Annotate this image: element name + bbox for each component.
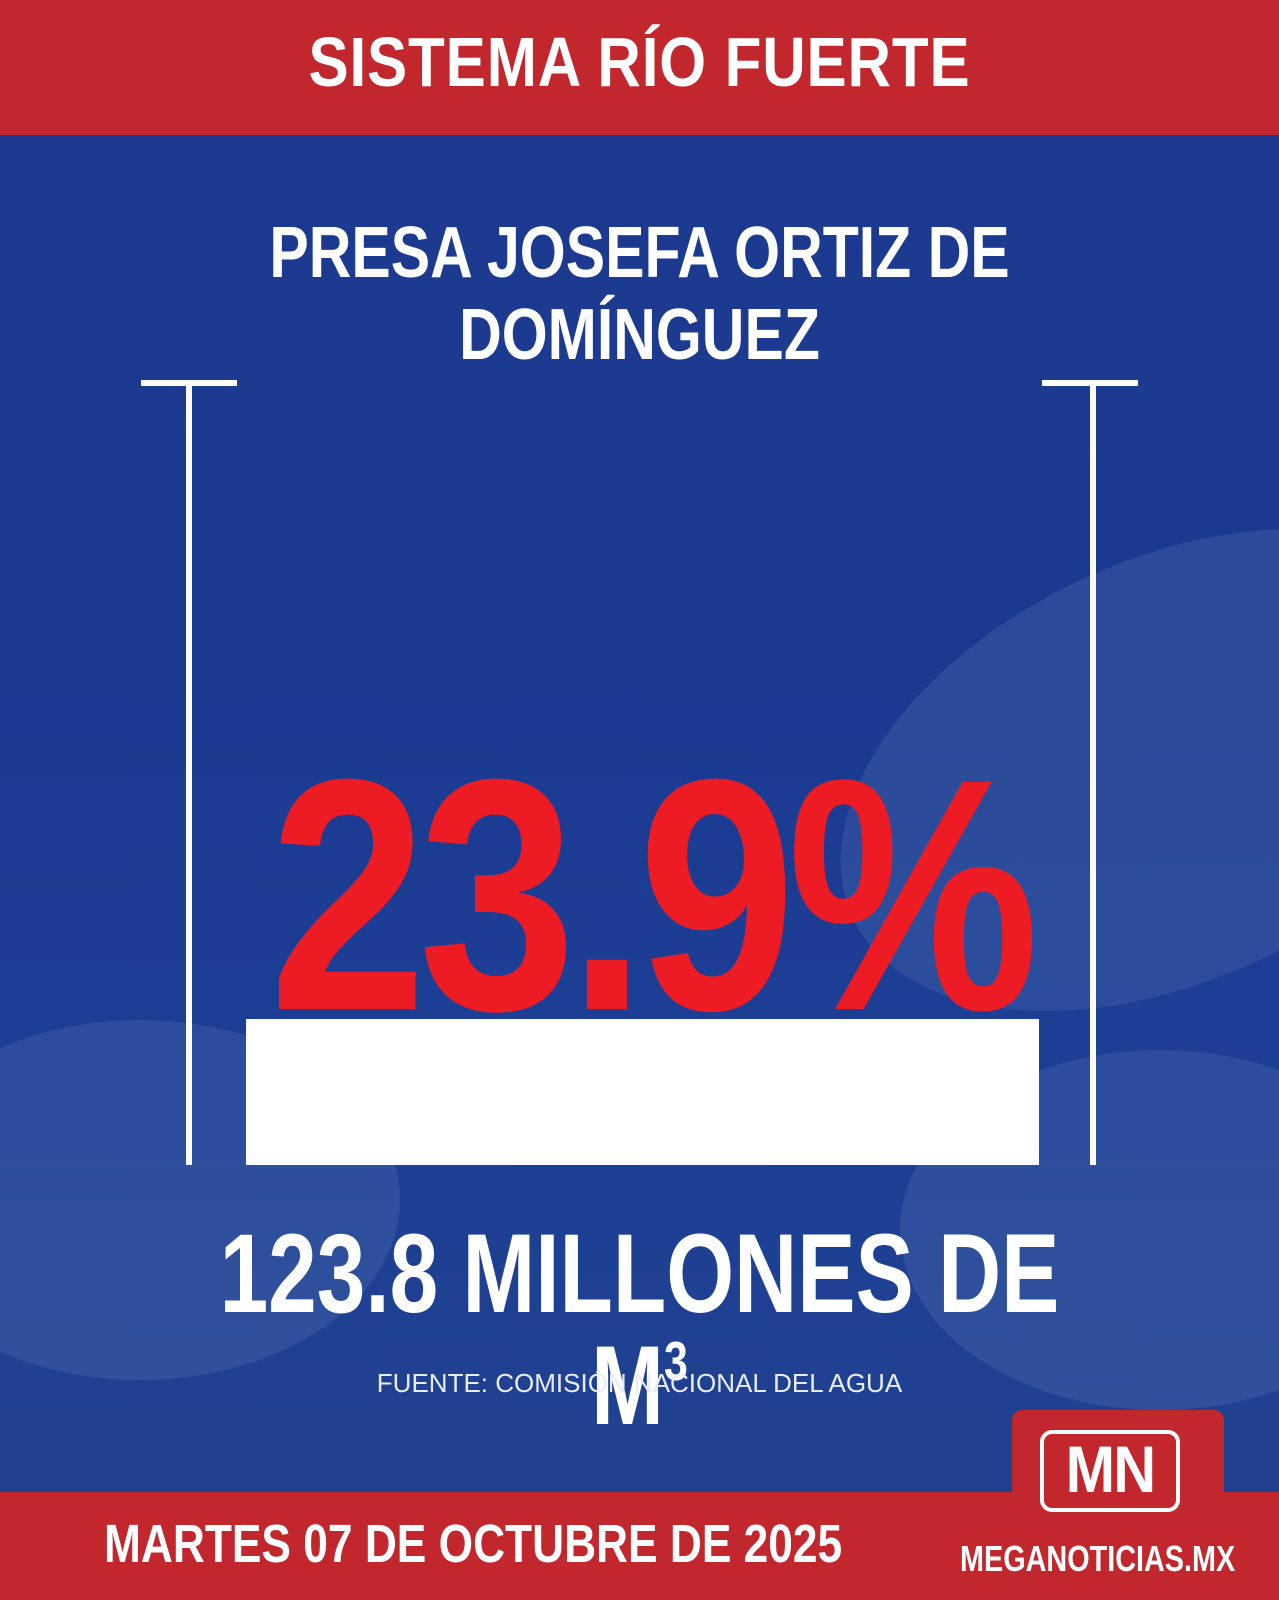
storage-volume: 123.8 MILLONES DE M3 xyxy=(187,1218,1091,1442)
header-bar xyxy=(0,0,1279,135)
gauge-right-post xyxy=(1090,380,1096,1165)
dam-name: PRESA JOSEFA ORTIZ DE DOMÍNGUEZ xyxy=(269,213,1010,375)
mn-logo: MN xyxy=(1065,1432,1157,1506)
logo-frame xyxy=(1040,1430,1180,1512)
footer-date: MARTES 07 DE OCTUBRE DE 2025 xyxy=(104,1514,843,1574)
footer-site[interactable]: MEGANOTICIAS.MX xyxy=(960,1538,1236,1579)
storage-level-bar xyxy=(246,1019,1039,1165)
header-title: SISTEMA RÍO FUERTE xyxy=(308,23,971,101)
cubic-superscript: 3 xyxy=(663,1330,688,1392)
storage-percent: 23.9% xyxy=(269,710,1039,1079)
gauge-left-post xyxy=(186,380,192,1165)
storage-volume-text: 123.8 MILLONES DE M xyxy=(219,1211,1060,1448)
source-note: FUENTE: COMISIÓN NACIONAL DEL AGUA xyxy=(376,1368,903,1398)
